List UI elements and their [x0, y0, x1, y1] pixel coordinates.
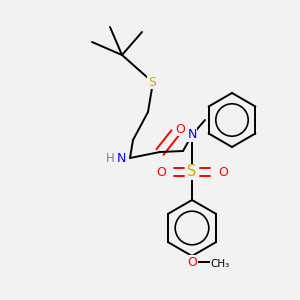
Text: N: N	[116, 152, 126, 164]
Text: O: O	[156, 166, 166, 178]
Text: O: O	[218, 166, 228, 178]
Text: O: O	[187, 256, 197, 268]
Text: N: N	[187, 128, 197, 142]
Text: O: O	[175, 122, 185, 136]
Text: S: S	[187, 164, 197, 179]
Text: S: S	[148, 76, 156, 88]
Text: CH₃: CH₃	[210, 259, 230, 269]
Text: H: H	[106, 152, 114, 164]
